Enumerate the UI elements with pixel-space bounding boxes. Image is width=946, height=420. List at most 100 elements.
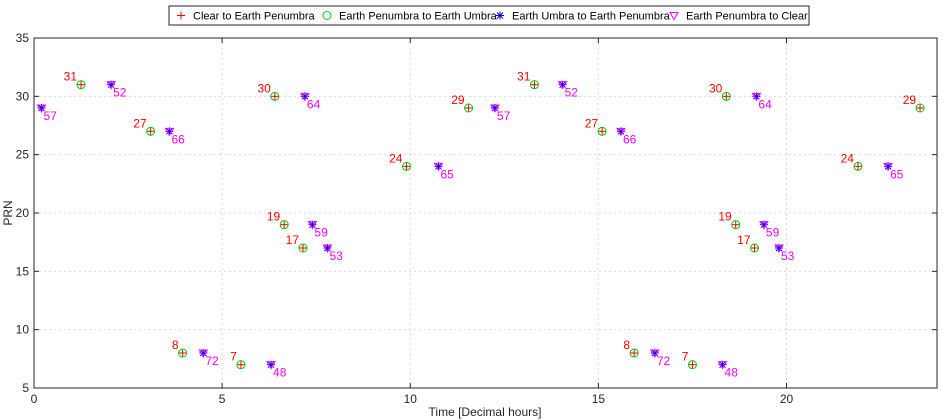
pass-end-label: 64 xyxy=(758,97,772,111)
data-point xyxy=(300,92,310,102)
prn-start-label: 8 xyxy=(172,338,179,352)
y-tick-label: 20 xyxy=(16,206,30,220)
data-point xyxy=(557,81,568,90)
data-point xyxy=(630,349,639,357)
prn-start-label: 29 xyxy=(451,93,465,107)
data-point xyxy=(688,360,697,369)
circle-ring xyxy=(915,103,925,113)
y-tick-label: 35 xyxy=(16,31,30,45)
x-tick-label: 20 xyxy=(780,392,794,406)
tri-down xyxy=(164,127,175,137)
tri-down xyxy=(557,81,568,90)
data-point xyxy=(401,161,411,171)
prn-start-label: 8 xyxy=(623,338,630,352)
y-tick-label: 15 xyxy=(16,264,30,278)
circle-ring xyxy=(731,220,741,230)
prn-start-label: 7 xyxy=(682,350,689,364)
data-point xyxy=(722,92,731,101)
prn-start-label: 29 xyxy=(903,93,917,107)
data-point xyxy=(198,349,209,359)
data-point xyxy=(490,104,500,114)
circle-ring xyxy=(750,243,760,253)
tri-down xyxy=(300,92,310,102)
prn-start-label: 27 xyxy=(585,116,599,130)
circle-ring xyxy=(298,243,308,253)
tri-down xyxy=(616,127,626,137)
pass-end-label: 57 xyxy=(497,109,511,123)
ast-d2 xyxy=(760,221,768,229)
ast-d2 xyxy=(301,92,309,100)
ast-d2 xyxy=(324,244,331,252)
ast-d2 xyxy=(435,162,442,170)
data-point xyxy=(236,360,245,369)
pass-end-label: 59 xyxy=(314,226,328,240)
data-point xyxy=(298,243,308,253)
tri-down xyxy=(106,81,116,90)
ast-d2 xyxy=(651,349,659,357)
data-point xyxy=(916,104,925,112)
data-point xyxy=(279,220,289,230)
prn-start-label: 31 xyxy=(517,70,531,84)
data-point xyxy=(106,81,116,90)
data-point xyxy=(530,80,539,89)
data-point xyxy=(270,92,279,101)
pass-end-label: 53 xyxy=(781,249,795,263)
tri-down xyxy=(751,92,762,102)
data-point xyxy=(280,220,289,229)
data-point xyxy=(270,91,280,101)
tri-down xyxy=(717,361,728,370)
x-tick-label: 10 xyxy=(404,392,418,406)
data-point xyxy=(464,104,473,112)
circle-ring xyxy=(279,220,289,230)
legend: Clear to Earth Penumbra Earth Penumbra to… xyxy=(168,5,810,26)
x-tick-label: 5 xyxy=(219,392,226,406)
tri-down xyxy=(198,349,209,359)
tri-down xyxy=(669,12,679,21)
data-point xyxy=(751,92,762,102)
circle-ring xyxy=(236,360,246,370)
legend-marker xyxy=(496,11,504,20)
prn-start-label: 24 xyxy=(389,151,403,165)
circle-ring xyxy=(76,80,86,90)
ast-d2 xyxy=(884,162,892,170)
legend-marker xyxy=(322,11,332,20)
legend-marker xyxy=(177,11,185,20)
ast-d2 xyxy=(107,81,115,89)
pass-end-label: 72 xyxy=(657,354,671,368)
ast-d2 xyxy=(166,127,173,135)
data-point xyxy=(433,162,444,172)
data-point xyxy=(687,360,697,370)
data-point xyxy=(322,244,333,254)
pass-end-label: 59 xyxy=(766,226,780,240)
ast-d2 xyxy=(267,361,275,369)
pass-end-label: 66 xyxy=(171,132,185,146)
ast-d2 xyxy=(775,244,783,252)
tri-down xyxy=(490,104,500,114)
legend-entry: Earth Umbra to Earth Penumbra xyxy=(512,11,671,23)
prn-annotations: 31 27 8 7 30 19 17 24 29 31 27 8 7 30 19 17 24 29 57 52 66 72… xyxy=(44,70,917,380)
tri-down xyxy=(883,162,893,172)
circle-ring xyxy=(629,348,639,358)
data-point xyxy=(598,127,607,136)
data-point xyxy=(529,80,539,90)
pass-end-label: 57 xyxy=(44,109,58,123)
circle-ring xyxy=(721,91,731,101)
circle-ring xyxy=(464,103,474,113)
x-tick-label: 15 xyxy=(592,392,606,406)
data-point xyxy=(146,127,155,136)
circle-ring xyxy=(597,126,607,136)
data-point xyxy=(616,127,626,137)
data-point xyxy=(236,360,246,370)
prn-start-label: 17 xyxy=(737,233,751,247)
prn-start-label: 7 xyxy=(230,350,237,364)
pass-end-label: 52 xyxy=(113,86,127,100)
data-point xyxy=(597,126,607,136)
data-point xyxy=(853,162,862,171)
legend-entry: Clear to Earth Penumbra xyxy=(193,11,316,23)
legend-entry: Earth Penumbra to Clear xyxy=(686,11,808,23)
x-axis-label: Time [Decimal hours] xyxy=(429,405,542,419)
data-point xyxy=(77,80,86,89)
data-markers xyxy=(36,80,925,370)
data-point xyxy=(76,80,86,90)
tri-down xyxy=(433,162,444,172)
